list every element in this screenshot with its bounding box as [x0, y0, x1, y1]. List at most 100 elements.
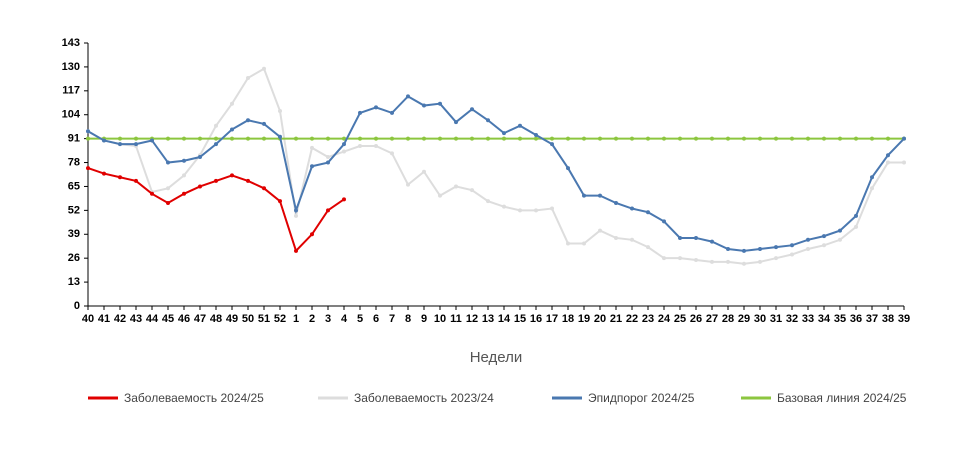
- point: [870, 136, 874, 141]
- point: [630, 136, 634, 141]
- x-tick-label: 51: [258, 313, 270, 325]
- x-tick-label: 5: [357, 313, 363, 325]
- x-tick-label: 6: [373, 313, 379, 325]
- point: [166, 201, 170, 206]
- x-tick-label: 52: [274, 313, 286, 325]
- point: [534, 136, 538, 141]
- point: [262, 186, 266, 191]
- point: [662, 256, 666, 261]
- point: [390, 151, 394, 156]
- point: [230, 136, 234, 141]
- point: [134, 142, 138, 147]
- point: [854, 136, 858, 141]
- point: [694, 136, 698, 141]
- point: [614, 235, 618, 240]
- legend-label: Базовая линия 2024/25: [777, 391, 907, 405]
- point: [518, 208, 522, 213]
- point: [390, 136, 394, 141]
- x-tick-label: 41: [98, 313, 110, 325]
- point: [358, 136, 362, 141]
- x-tick-label: 14: [498, 313, 511, 325]
- point: [262, 136, 266, 141]
- point: [790, 243, 794, 248]
- point: [614, 136, 618, 141]
- point: [614, 201, 618, 206]
- point: [230, 127, 234, 132]
- x-tick-label: 23: [642, 313, 654, 325]
- point: [214, 178, 218, 183]
- point: [214, 136, 218, 141]
- point: [870, 175, 874, 180]
- point: [342, 136, 346, 141]
- point: [454, 136, 458, 141]
- point: [102, 171, 106, 176]
- y-tick-label: 143: [62, 37, 80, 49]
- x-tick-label: 13: [482, 313, 494, 325]
- point: [294, 213, 298, 218]
- x-tick-label: 48: [210, 313, 222, 325]
- x-tick-label: 50: [242, 313, 254, 325]
- point: [630, 237, 634, 242]
- legend-label: Заболеваемость 2024/25: [124, 391, 264, 405]
- point: [886, 153, 890, 158]
- x-tick-label: 43: [130, 313, 142, 325]
- point: [646, 245, 650, 250]
- point: [646, 136, 650, 141]
- point: [358, 143, 362, 148]
- point: [182, 191, 186, 196]
- point: [710, 239, 714, 244]
- point: [710, 259, 714, 264]
- point: [118, 142, 122, 147]
- x-tick-label: 2: [309, 313, 315, 325]
- point: [598, 228, 602, 233]
- point: [278, 199, 282, 204]
- point: [662, 219, 666, 224]
- x-tick-label: 22: [626, 313, 638, 325]
- x-tick-label: 45: [162, 313, 174, 325]
- point: [662, 136, 666, 141]
- point: [374, 136, 378, 141]
- point: [86, 129, 90, 134]
- point: [310, 145, 314, 150]
- point: [262, 66, 266, 71]
- point: [326, 160, 330, 165]
- x-tick-label: 8: [405, 313, 411, 325]
- x-tick-label: 7: [389, 313, 395, 325]
- point: [246, 118, 250, 123]
- point: [86, 136, 90, 141]
- point: [438, 193, 442, 198]
- x-tick-label: 11: [450, 313, 462, 325]
- point: [758, 246, 762, 251]
- x-tick-label: 17: [546, 313, 558, 325]
- point: [774, 136, 778, 141]
- y-tick-label: 78: [68, 156, 80, 168]
- point: [166, 160, 170, 165]
- point: [710, 136, 714, 141]
- x-tick-label: 42: [114, 313, 126, 325]
- x-tick-label: 27: [706, 313, 718, 325]
- point: [822, 234, 826, 239]
- point: [854, 213, 858, 218]
- series-line: [87, 67, 904, 265]
- y-tick-label: 130: [62, 61, 80, 73]
- point: [454, 120, 458, 125]
- x-axis-title: Недели: [470, 349, 523, 366]
- point: [678, 136, 682, 141]
- point: [470, 188, 474, 193]
- point: [358, 110, 362, 115]
- point: [198, 184, 202, 189]
- point: [806, 136, 810, 141]
- point: [134, 178, 138, 183]
- legend-label: Эпидпорог 2024/25: [588, 391, 695, 405]
- point: [742, 261, 746, 266]
- point: [902, 136, 906, 141]
- point: [598, 193, 602, 198]
- x-tick-label: 44: [146, 313, 159, 325]
- point: [806, 246, 810, 251]
- point: [470, 136, 474, 141]
- x-tick-label: 9: [421, 313, 427, 325]
- point: [582, 193, 586, 198]
- point: [374, 143, 378, 148]
- point: [678, 235, 682, 240]
- x-tick-label: 21: [610, 313, 622, 325]
